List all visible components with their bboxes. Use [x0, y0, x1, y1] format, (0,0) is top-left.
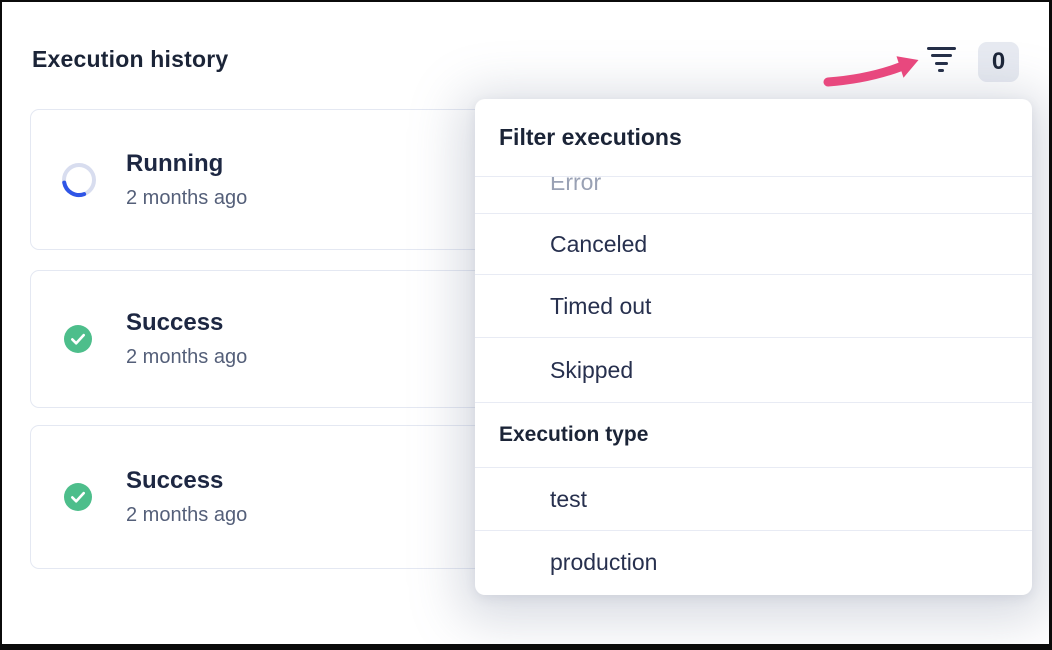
- filter-option-label: Error: [550, 176, 602, 195]
- filter-option-test[interactable]: test: [475, 467, 1032, 530]
- page-title: Execution history: [32, 46, 229, 72]
- execution-status: Success: [126, 309, 224, 336]
- execution-type-section-label: Execution type: [475, 402, 1032, 467]
- execution-time: 2 months ago: [126, 186, 248, 209]
- execution-status: Success: [126, 467, 224, 494]
- filter-option-timed-out[interactable]: Timed out: [475, 274, 1032, 337]
- filter-option-label: production: [550, 549, 658, 575]
- annotation-arrow-icon: [823, 56, 919, 87]
- spinner-icon: [62, 162, 96, 197]
- filter-executions-popover: Filter executions Error Canceled Timed o…: [475, 99, 1032, 595]
- filter-count-badge[interactable]: 0: [978, 42, 1019, 82]
- execution-time: 2 months ago: [126, 504, 248, 526]
- check-circle-icon: [64, 483, 92, 511]
- filter-option-error-clipped[interactable]: Error: [475, 176, 1032, 213]
- filter-option-skipped[interactable]: Skipped: [475, 337, 1032, 402]
- filter-option-label: Timed out: [550, 292, 652, 319]
- filter-option-label: test: [550, 485, 588, 512]
- check-circle-icon: [64, 325, 92, 353]
- popover-title: Filter executions: [499, 124, 682, 150]
- filter-option-label: Canceled: [550, 230, 648, 257]
- execution-time: 2 months ago: [126, 346, 248, 368]
- filter-option-label: Skipped: [550, 356, 634, 383]
- filter-option-production[interactable]: production: [475, 530, 1032, 594]
- filter-option-canceled[interactable]: Canceled: [475, 213, 1032, 274]
- execution-status: Running: [126, 149, 224, 177]
- filter-funnel-icon[interactable]: [923, 47, 959, 72]
